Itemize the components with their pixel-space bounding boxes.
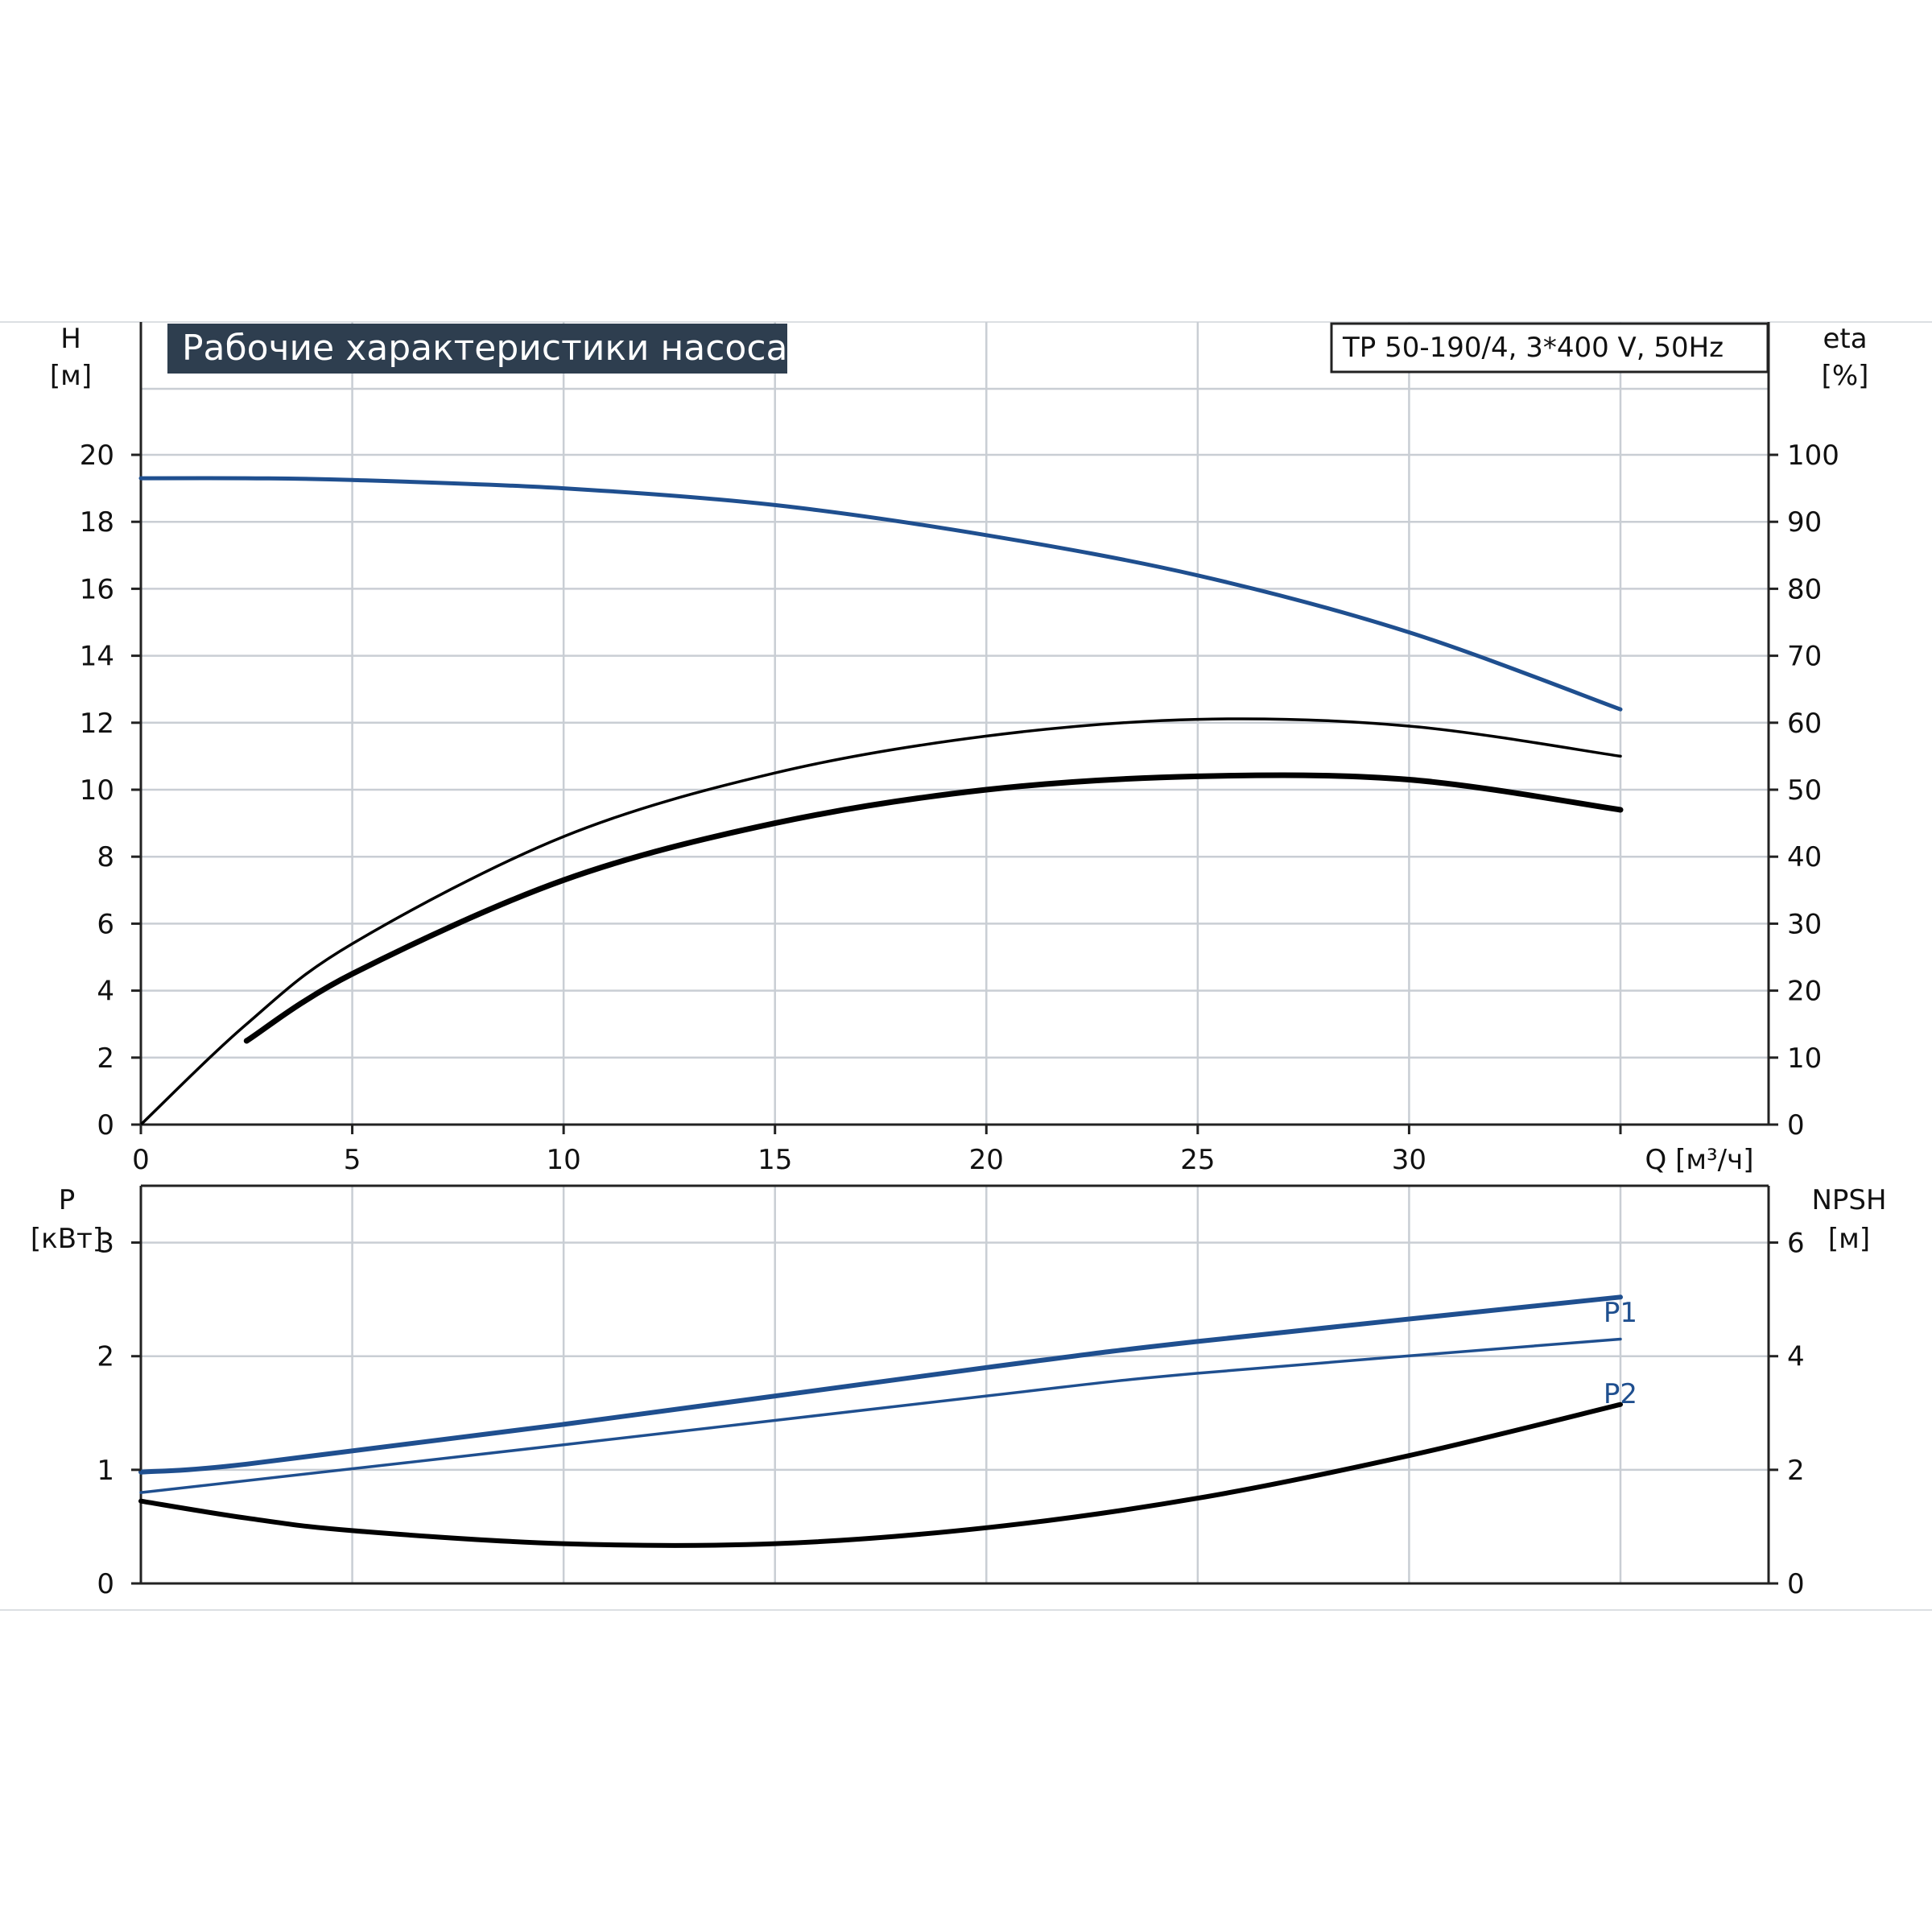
q-tick-label: 30 bbox=[1392, 1144, 1426, 1176]
p1-curve bbox=[138, 1294, 1623, 1475]
npsh-tick-label: 0 bbox=[1787, 1568, 1805, 1600]
power-plot-grid bbox=[141, 1186, 1769, 1583]
q-tick-label: 10 bbox=[547, 1144, 581, 1176]
head-axis-unit: [м] bbox=[50, 360, 92, 392]
title-box bbox=[167, 324, 787, 374]
npsh-tick-label: 2 bbox=[1787, 1455, 1805, 1487]
x-axis-label: Q [м³/ч] bbox=[1645, 1144, 1754, 1176]
p2-label: P2 bbox=[1604, 1378, 1637, 1410]
eta-axis-name: eta bbox=[1823, 323, 1867, 355]
npsh-tick-label: 4 bbox=[1787, 1341, 1805, 1373]
power-tick-label: 0 bbox=[97, 1568, 114, 1600]
power-plot-curves bbox=[138, 1294, 1623, 1548]
head-curve bbox=[138, 476, 1623, 712]
head-tick-label: 6 bbox=[97, 908, 114, 940]
eta-tick-label: 90 bbox=[1787, 506, 1822, 539]
head-plot-ticks: 0 2 4 6 8 10 12 14 16 18 20 0 10 20 30 40 50 60 70 80 90 100 0… bbox=[80, 440, 1839, 1176]
npsh-tick-label: 6 bbox=[1787, 1228, 1805, 1260]
head-plot-grid bbox=[141, 322, 1769, 1125]
eta-tick-label: 50 bbox=[1787, 774, 1822, 807]
npsh-curve bbox=[138, 1402, 1623, 1548]
q-tick-label: 5 bbox=[344, 1144, 361, 1176]
eta-curve-upper bbox=[139, 717, 1622, 1126]
head-tick-label: 10 bbox=[80, 774, 114, 807]
power-tick-label: 2 bbox=[97, 1341, 114, 1373]
model-box bbox=[1330, 322, 1769, 374]
power-tick-label: 3 bbox=[97, 1228, 114, 1260]
q-tick-label: 20 bbox=[969, 1144, 1004, 1176]
eta-tick-label: 80 bbox=[1787, 573, 1822, 605]
head-tick-label: 8 bbox=[97, 841, 114, 873]
power-axis-name: P bbox=[59, 1184, 76, 1216]
q-tick-label: 0 bbox=[132, 1144, 150, 1176]
q-tick-label: 25 bbox=[1180, 1144, 1215, 1176]
q-tick-label: 15 bbox=[758, 1144, 792, 1176]
power-axis-unit: [кВт] bbox=[31, 1223, 103, 1255]
power-plot-frame bbox=[139, 1184, 1770, 1585]
head-tick-label: 20 bbox=[80, 440, 114, 472]
head-tick-label: 0 bbox=[97, 1109, 114, 1141]
eta-tick-label: 20 bbox=[1787, 976, 1822, 1008]
p1-label: P1 bbox=[1604, 1297, 1637, 1329]
head-tick-label: 12 bbox=[80, 708, 114, 740]
head-tick-label: 18 bbox=[80, 506, 114, 539]
eta-curve-lower bbox=[243, 772, 1624, 1044]
chart-title: Рабочие характеристики насоса bbox=[182, 328, 787, 369]
npsh-axis-name: NPSH bbox=[1811, 1184, 1886, 1216]
head-plot-curves bbox=[138, 476, 1624, 1126]
head-tick-label: 4 bbox=[97, 976, 114, 1008]
head-tick-label: 16 bbox=[80, 573, 114, 605]
eta-tick-label: 10 bbox=[1787, 1042, 1822, 1075]
power-plot-ticks: 0 1 2 3 0 2 4 6 bbox=[97, 1228, 1804, 1600]
p2-curve bbox=[139, 1337, 1622, 1494]
head-axis-name: H bbox=[60, 323, 81, 355]
eta-tick-label: 60 bbox=[1787, 708, 1822, 740]
eta-axis-unit: [%] bbox=[1822, 360, 1869, 392]
head-tick-label: 2 bbox=[97, 1042, 114, 1075]
model-label: TP 50-190/4, 3*400 V, 50Hz bbox=[1342, 332, 1724, 364]
eta-tick-label: 70 bbox=[1787, 641, 1822, 673]
eta-tick-label: 40 bbox=[1787, 841, 1822, 873]
eta-tick-label: 100 bbox=[1787, 440, 1839, 472]
eta-tick-label: 0 bbox=[1787, 1109, 1805, 1141]
head-tick-label: 14 bbox=[80, 641, 114, 673]
power-tick-label: 1 bbox=[97, 1455, 114, 1487]
npsh-axis-unit: [м] bbox=[1828, 1223, 1870, 1255]
eta-tick-label: 30 bbox=[1787, 908, 1822, 940]
